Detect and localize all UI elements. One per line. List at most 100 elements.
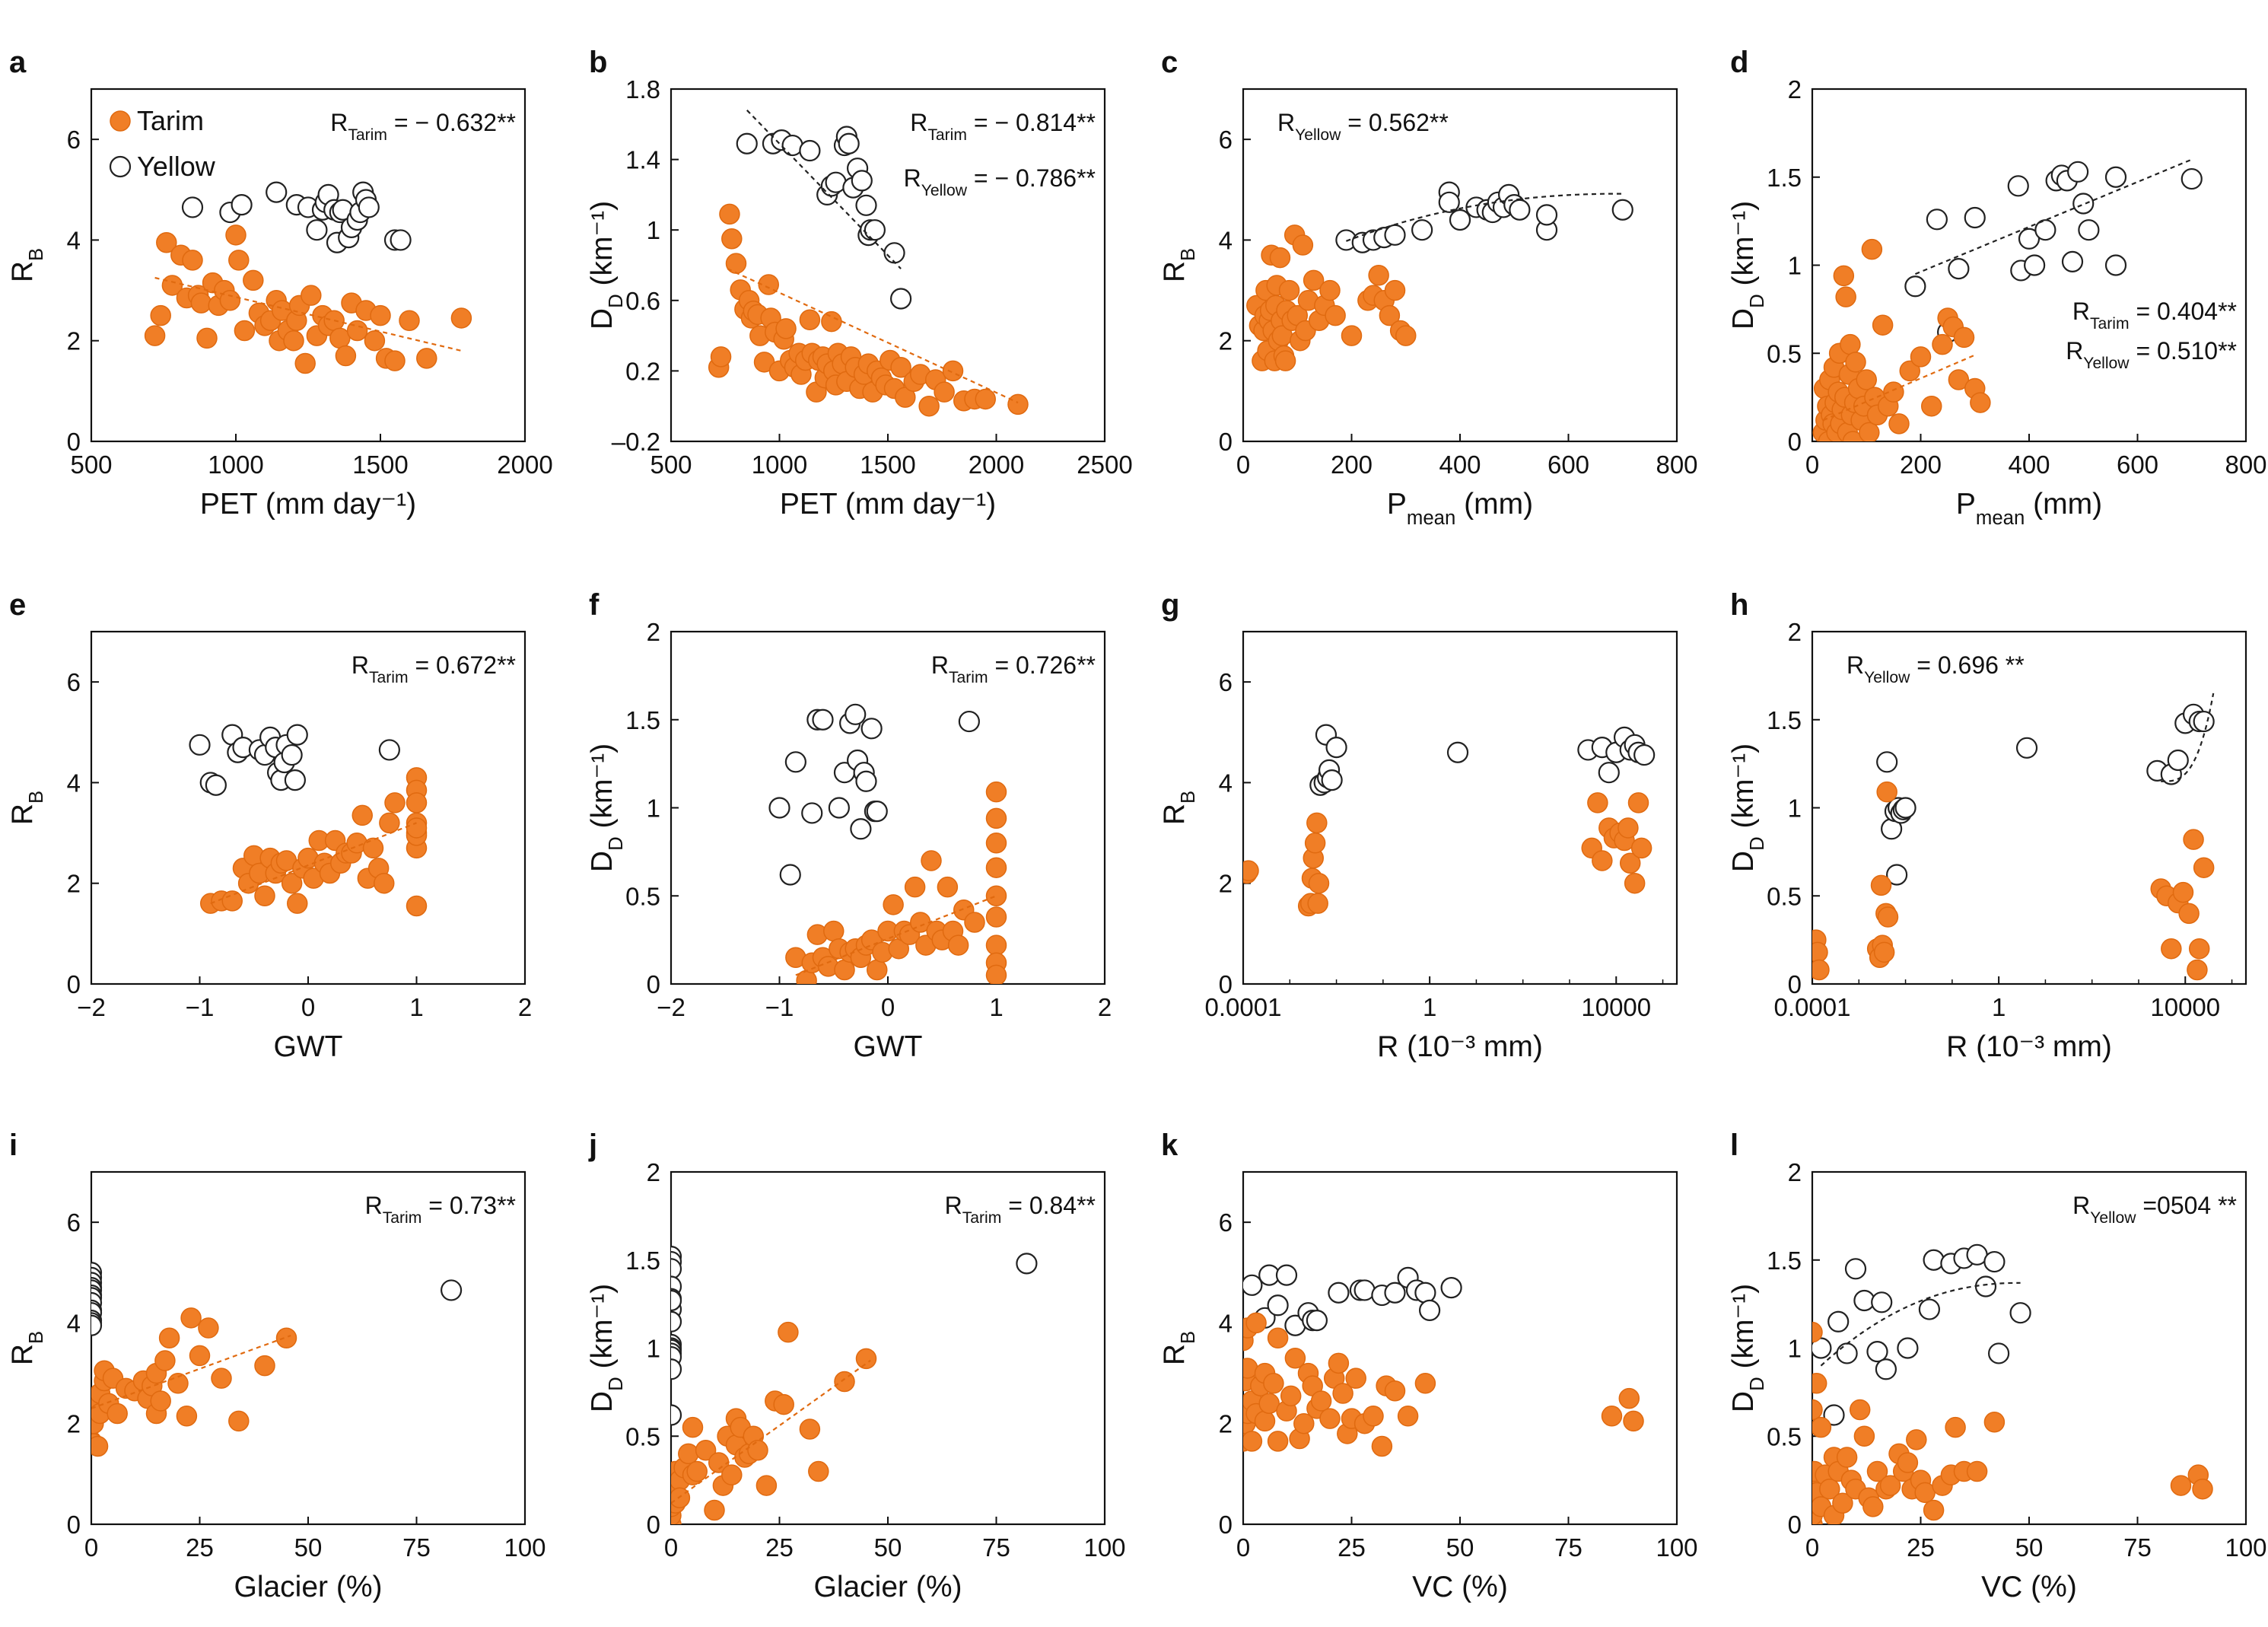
tarim-point [1876,781,1897,803]
tarim-fit-line [671,1359,871,1504]
yellow-point [1598,762,1620,784]
tarim-point [1812,1321,1823,1343]
tarim-point [1292,234,1314,256]
y-tick-label: 0 [647,1511,660,1539]
x-tick-label: 500 [70,451,112,479]
y-axis-label: RB [1158,791,1199,825]
tarim-point [364,330,386,352]
x-tick-label: 0.0001 [1774,993,1851,1021]
y-axis-label: DD (km⁻¹) [1727,201,1768,330]
correlation-annotation: RTarim = − 0.814** [910,109,1096,144]
y-tick-label: 0 [1788,1511,1802,1539]
tarim-point [374,872,395,894]
legend-yellow-label: Yellow [137,151,216,182]
y-tick-label: 2 [1219,327,1233,355]
y-tick-label: 2 [647,1158,660,1186]
x-axis-label: Pmean (mm) [1956,488,2102,529]
tarim-point [1319,279,1341,301]
plot-frame [1242,630,1678,985]
yellow-point [306,219,328,241]
y-tick-label: 0.6 [625,287,660,315]
y-axis-label: RB [6,1331,47,1365]
y-axis-label-text: DD (km⁻¹) [1727,1284,1768,1412]
tarim-point [1243,1358,1258,1379]
tarim-point [1849,1399,1871,1421]
y-tick-label: 0 [67,1511,81,1539]
yellow-point [1964,206,1986,229]
yellow-point [1923,1249,1945,1271]
y-tick-label: 0 [1219,428,1233,456]
tarim-point [1618,1387,1640,1409]
tarim-point [219,290,241,311]
yellow-point [889,288,912,310]
yellow-point [1836,1342,1858,1364]
x-tick-label: 2 [518,993,532,1021]
y-tick-label: 0.5 [1767,882,1802,910]
legend-tarim-marker [110,110,131,132]
yellow-point [2015,737,2038,759]
y-tick-label: 2 [67,327,81,355]
tarim-point [2172,881,2194,903]
yellow-point [91,1314,103,1336]
x-axis-label: VC (%) [1412,1571,1508,1603]
yellow-point [845,703,867,725]
tarim-point [1618,817,1639,839]
yellow-point [671,1258,682,1280]
x-tick-label: 0 [1805,451,1819,479]
panel-label: j [588,1129,597,1162]
tarim-point [1856,369,1877,390]
tarim-point [379,812,400,834]
tarim-point [144,325,166,346]
x-tick-label: 50 [874,1533,902,1562]
tarim-point [1007,393,1029,416]
x-tick-label: 200 [1331,451,1373,479]
yellow-point [1918,1298,1940,1320]
y-axis-label-text: RB [6,791,47,825]
tarim-point [1280,1385,1302,1407]
tarim-fit-line [727,268,1019,404]
tarim-point [150,304,171,326]
data-area [1243,1264,1644,1457]
tarim-point [254,885,275,906]
x-tick-label: 600 [1548,451,1589,479]
x-tick-label: 400 [2008,451,2050,479]
x-tick-label: −1 [765,993,794,1021]
x-tick-label: 10000 [1581,993,1651,1021]
data-area [1243,724,1656,917]
tarim-point [1345,1368,1366,1389]
tarim-point [721,228,743,250]
yellow-point [784,751,806,773]
y-tick-label: 6 [67,126,81,154]
data-area [671,1246,1038,1524]
yellow-point [812,708,834,731]
y-axis-label-text: RB [6,248,47,282]
y-tick-label: 2 [1788,75,1802,103]
y-axis-label: RB [6,248,47,282]
y-tick-label: 6 [67,668,81,696]
tarim-point [1397,1406,1419,1427]
tarim-point [1970,392,1991,413]
legend-tarim-label: Tarim [137,105,204,136]
tarim-point [335,345,357,367]
y-tick-label: 0 [1219,970,1233,998]
y-axis-label-text: DD (km⁻¹) [1727,743,1768,872]
tarim-point [189,1345,211,1367]
tarim-point [778,1321,799,1343]
yellow-point [181,196,204,218]
yellow-point [855,770,877,792]
tarim-point [2192,1478,2213,1500]
tarim-point [1325,304,1346,326]
tarim-point [370,304,391,326]
y-axis-label-text: RB [1158,791,1199,825]
x-tick-label: 100 [1656,1533,1697,1562]
plot-frame [90,1170,526,1526]
yellow-point [1418,1299,1441,1321]
tarim-point [1363,1406,1384,1427]
y-tick-label: 1.5 [1767,706,1802,734]
panel-a: a 500 1000 1500 2000 0 2 4 6 PET (mm day⁻¹) RB RTar… [6,46,553,521]
yellow-point [286,724,308,746]
tarim-point [1921,395,1942,417]
tarim-point [406,895,428,917]
tarim-point [985,807,1007,829]
correlation-annotation: RTarim = 0.73** [365,1192,516,1227]
